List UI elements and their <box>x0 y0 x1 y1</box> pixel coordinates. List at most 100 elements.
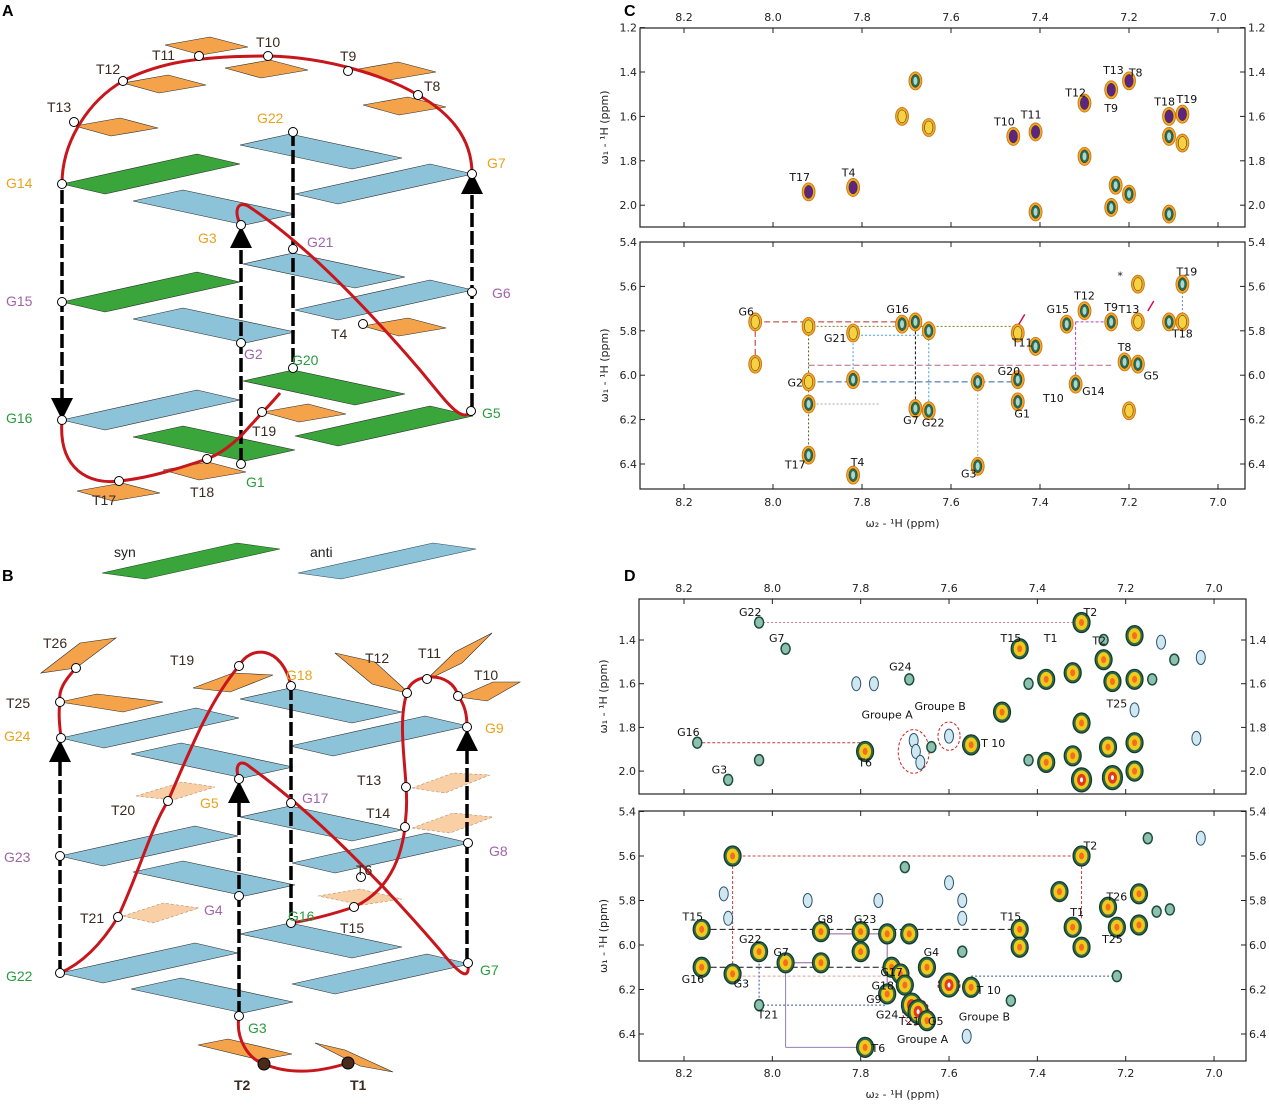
x-tick-label-top: 7.4 <box>1031 11 1049 24</box>
y-tick-label-right: 5.6 <box>1248 280 1266 293</box>
peak-label: T18 <box>1153 95 1175 108</box>
panel-label-c: C <box>624 3 636 20</box>
nmr-peak <box>1072 712 1091 734</box>
peak-contour <box>975 462 980 471</box>
nucleotide-label: G22 <box>6 968 33 984</box>
nmr-peak <box>1098 896 1118 918</box>
peak-label: G7 <box>903 414 919 427</box>
peak-label: T17 <box>784 458 806 471</box>
nucleotide-label: T13 <box>47 99 71 115</box>
thymine-tile <box>224 59 309 79</box>
arrow-head-up-icon <box>228 781 250 803</box>
peak-label: T6 <box>870 1042 885 1055</box>
peak-contour <box>1136 921 1142 929</box>
nucleotide-node <box>358 319 368 329</box>
nucleotide-node <box>288 363 298 373</box>
peak-label: T2 <box>1091 634 1106 647</box>
nmr-peak <box>878 923 897 945</box>
peak-contour <box>884 930 890 938</box>
peak-contour <box>1113 181 1118 190</box>
peak-contour <box>999 708 1005 716</box>
nmr-peak <box>753 753 765 767</box>
y-tick-label-right: 6.0 <box>1248 369 1266 382</box>
peak-label: G21 <box>824 332 847 345</box>
peak-label: G22 <box>739 606 762 619</box>
nucleotide-node <box>286 681 296 691</box>
nucleotide-label: T21 <box>80 910 104 926</box>
panel-label-a: A <box>2 3 14 20</box>
nucleotide-node <box>234 891 244 901</box>
peak-contour <box>975 377 980 386</box>
peak-contour <box>1132 767 1138 775</box>
y-tick-label-right: 1.8 <box>1249 721 1267 734</box>
y-tick-label-right: 6.4 <box>1249 1028 1267 1041</box>
nmr-peak <box>1156 634 1167 650</box>
x-tick-label-top: 7.6 <box>940 582 958 595</box>
peak-contour <box>1109 678 1115 686</box>
thymine-tile <box>74 117 159 137</box>
nmr-peak <box>723 845 742 867</box>
nmr-peak <box>748 354 763 374</box>
peak-contour <box>1013 326 1023 340</box>
peak-label: T8 <box>1117 341 1132 354</box>
nucleotide-label: T13 <box>357 772 381 788</box>
peak-contour <box>968 983 974 991</box>
peak-contour <box>692 736 703 749</box>
peak-contour <box>1124 74 1134 88</box>
peak-contour <box>730 852 736 860</box>
nucleotide-label: T4 <box>331 326 348 342</box>
nucleotide-label: T18 <box>190 484 214 500</box>
nmr-peak <box>1098 736 1118 758</box>
x-tick-label-bottom: 7.4 <box>1031 496 1049 509</box>
nucleotide-node <box>288 127 298 137</box>
nmr-peak <box>801 372 816 392</box>
nmr-peak <box>1077 93 1092 113</box>
nmr-peak <box>908 312 923 332</box>
peak-contour <box>884 990 890 998</box>
nmr-peak <box>811 952 831 974</box>
nucleotide-node <box>286 918 296 928</box>
nucleotide-label: G9 <box>485 720 504 736</box>
peak-label: G3 <box>712 763 728 776</box>
peak-contour <box>944 728 955 744</box>
peak-contour <box>1070 669 1076 677</box>
x-tick-label-bottom: 7.4 <box>1029 1067 1047 1080</box>
nucleotide-node <box>288 244 298 254</box>
nmr-peak <box>692 956 711 978</box>
nmr-peak <box>921 118 936 137</box>
nmr-peak <box>1195 830 1206 846</box>
x-tick-label-top: 8.0 <box>764 11 782 24</box>
peak-contour <box>718 886 729 902</box>
peak-contour <box>1132 675 1138 683</box>
peak-contour <box>957 893 968 908</box>
y-tick-label-right: 1.4 <box>1248 66 1266 79</box>
nucleotide-label: T9 <box>340 48 357 64</box>
nucleotide-node <box>236 338 246 348</box>
peak-label: T1 <box>1043 632 1058 645</box>
peak-contour <box>1105 743 1111 751</box>
peak-contour <box>868 676 879 692</box>
nmr-peak <box>722 773 734 787</box>
syn-guanine-tile <box>61 271 241 313</box>
arrow-head-up-icon <box>49 740 71 762</box>
nucleotide-label: G6 <box>492 285 511 301</box>
nucleotide-label: T11 <box>152 47 175 63</box>
y-tick-label-left: 5.6 <box>619 850 637 863</box>
peak-contour <box>1151 905 1162 918</box>
peak-contour <box>1073 380 1078 389</box>
y-tick-label-left: 1.4 <box>620 66 638 79</box>
nucleotide-label: T1 <box>350 1077 367 1093</box>
peak-label: T4 <box>850 456 865 469</box>
nucleotide-node <box>236 459 246 469</box>
peak-contour <box>1167 132 1172 141</box>
nmr-peak <box>1151 905 1162 918</box>
nucleotide-label: T8 <box>424 78 441 94</box>
peak-label: G16 <box>682 973 705 986</box>
anti-guanine-tile <box>132 189 296 226</box>
peak-contour <box>1101 656 1107 664</box>
y-tick-label-left: 6.4 <box>619 1028 637 1041</box>
peak-label: T15 <box>999 632 1021 645</box>
nmr-peak <box>1122 401 1136 421</box>
peak-contour <box>961 1028 972 1044</box>
nmr-peak <box>718 886 729 902</box>
